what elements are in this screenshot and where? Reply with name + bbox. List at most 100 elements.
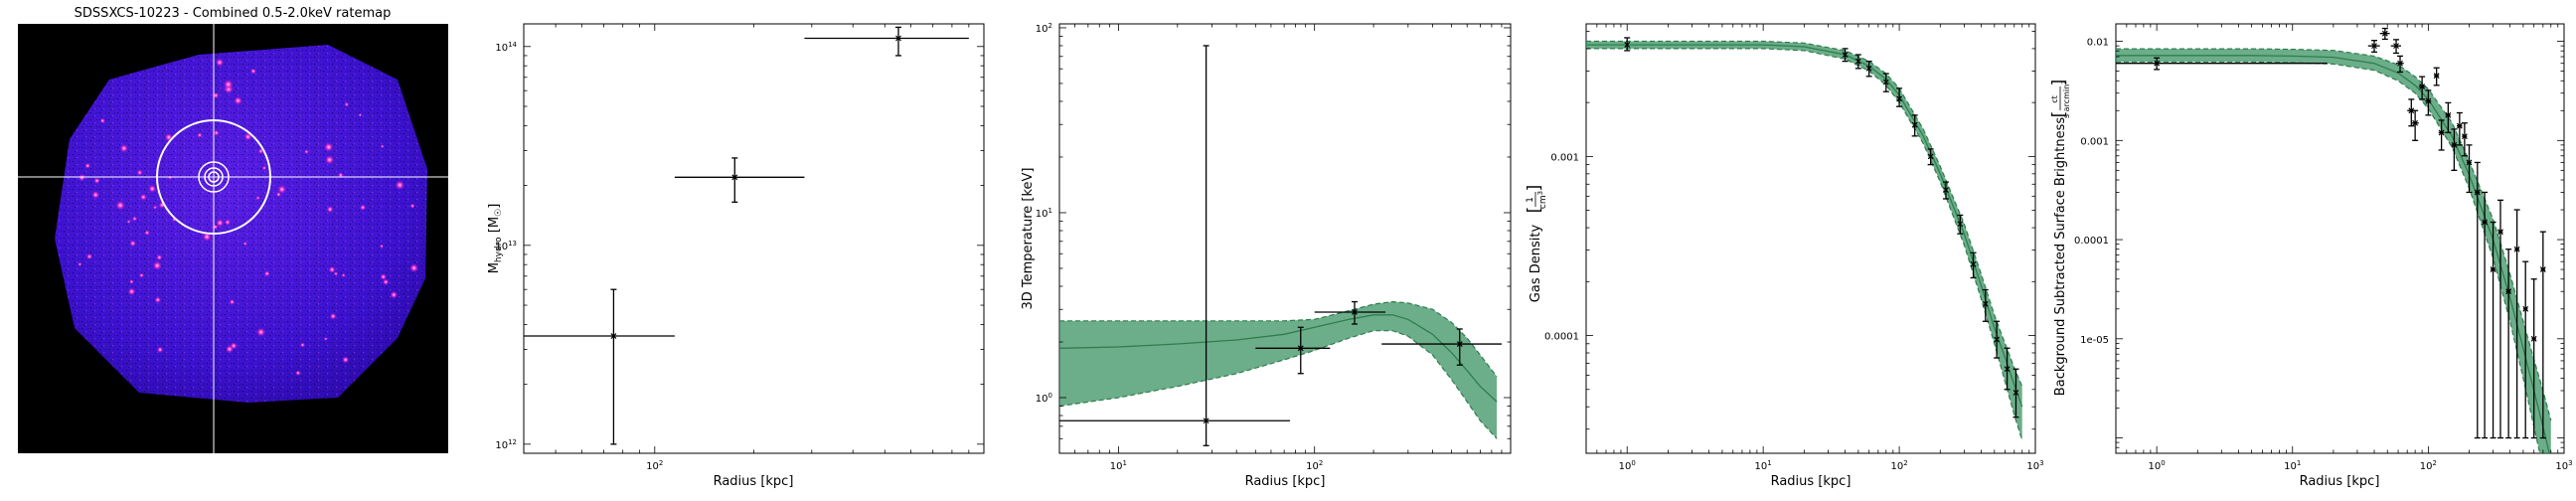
y-tick-label: 0.0001 bbox=[1544, 332, 1579, 343]
ratemap-source bbox=[263, 269, 271, 277]
x-tick-label: 103 bbox=[2555, 459, 2572, 472]
temperature-confidence-band bbox=[1059, 301, 1498, 439]
point-marker bbox=[1982, 300, 1989, 307]
data-point bbox=[2474, 161, 2481, 439]
svg-text:Background Subtracted Surface: Background Subtracted Surface Brightness bbox=[2053, 117, 2068, 397]
ratemap-title: SDSSXCS-10223 - Combined 0.5-2.0keV rate… bbox=[75, 6, 392, 21]
x-tick-label: 102 bbox=[646, 459, 663, 472]
data-point bbox=[1957, 214, 1964, 235]
x-tick-label: 101 bbox=[2284, 459, 2301, 472]
point-marker bbox=[1994, 336, 2001, 343]
data-point bbox=[2539, 231, 2546, 439]
ratemap-source bbox=[299, 342, 306, 348]
data-point bbox=[1314, 300, 1386, 325]
point-marker bbox=[1896, 95, 1902, 102]
svg-text:cm3: cm3 bbox=[1536, 191, 1548, 209]
data-point bbox=[2411, 109, 2419, 141]
data-point bbox=[2530, 278, 2537, 439]
ratemap-source bbox=[167, 175, 173, 180]
x-tick-label: 101 bbox=[1755, 459, 1772, 472]
point-marker bbox=[2474, 189, 2481, 196]
ratemap-image bbox=[55, 45, 427, 403]
data-point bbox=[2367, 40, 2380, 53]
data-point bbox=[2379, 27, 2390, 41]
ratemap-source bbox=[326, 205, 334, 214]
ratemap-source bbox=[129, 240, 137, 248]
density-x-label: Radius [kpc] bbox=[1771, 474, 1852, 489]
point-marker bbox=[2381, 30, 2388, 37]
data-point bbox=[2438, 119, 2445, 151]
ratemap-source bbox=[128, 278, 134, 284]
temperature-band-lower-edge bbox=[1059, 330, 1498, 439]
data-point bbox=[2433, 67, 2440, 86]
ratemap-source bbox=[213, 129, 221, 137]
ratemap-source bbox=[324, 154, 335, 165]
data-point bbox=[1896, 87, 1903, 107]
ratemap-source bbox=[380, 144, 385, 149]
ratemap-source bbox=[359, 204, 367, 212]
data-point bbox=[2445, 101, 2452, 134]
ratemap-source bbox=[136, 169, 144, 177]
ratemap-source bbox=[358, 112, 363, 117]
ratemap-source bbox=[127, 286, 136, 296]
data-point bbox=[674, 157, 805, 203]
y-tick-label: 1012 bbox=[495, 438, 517, 451]
temperature-errorbars bbox=[1059, 45, 1502, 446]
point-marker bbox=[2466, 159, 2473, 166]
temperature-axes-frame bbox=[1058, 23, 1512, 454]
svg-text:]: ] bbox=[2049, 80, 2069, 86]
density-band-lower-edge bbox=[1586, 48, 2023, 441]
ratemap-source bbox=[131, 216, 138, 222]
point-marker bbox=[2490, 266, 2496, 273]
point-marker bbox=[1854, 58, 1861, 65]
mass-y-label: Mhydro [M☉] bbox=[487, 204, 504, 274]
mass-axes-frame bbox=[523, 23, 985, 454]
y-tick-label: 0.001 bbox=[1550, 152, 1579, 163]
ratemap-source bbox=[119, 143, 129, 153]
temperature-panel: 101 102 100 101 102 Radius [kpc] 3D Temperat… bbox=[1021, 22, 1512, 489]
data-point bbox=[2505, 249, 2512, 439]
data-point bbox=[1854, 54, 1861, 70]
data-point bbox=[2522, 260, 2529, 439]
ratemap-source bbox=[242, 241, 248, 247]
ratemap-source bbox=[395, 179, 405, 191]
data-point bbox=[2513, 209, 2520, 439]
svg-text:]: ] bbox=[1525, 185, 1544, 192]
svg-text:[: [ bbox=[1525, 207, 1544, 214]
point-marker bbox=[1352, 309, 1358, 315]
data-point bbox=[524, 288, 675, 445]
y-tick-label: 0.001 bbox=[2080, 136, 2109, 147]
ratemap-source bbox=[276, 184, 287, 195]
ratemap-source bbox=[255, 327, 266, 338]
point-marker bbox=[2456, 122, 2463, 129]
point-marker bbox=[1927, 153, 1934, 160]
point-marker bbox=[1203, 418, 1209, 424]
data-point bbox=[804, 26, 969, 57]
sb-band-lower-edge bbox=[2116, 61, 2541, 453]
ratemap-source bbox=[155, 253, 163, 261]
data-point bbox=[1059, 45, 1291, 446]
y-tick-label: 1014 bbox=[495, 41, 517, 54]
point-marker bbox=[1456, 341, 1463, 347]
data-point bbox=[2004, 347, 2011, 391]
ratemap-source bbox=[294, 370, 301, 377]
mass-x-label: Radius [kpc] bbox=[714, 474, 794, 489]
ratemap-source bbox=[152, 260, 163, 271]
x-tick-label: 100 bbox=[2149, 459, 2166, 472]
inner-aperture-circle bbox=[204, 167, 224, 187]
point-marker bbox=[895, 35, 901, 42]
temperature-ticks: 101 102 100 101 102 bbox=[1036, 22, 1512, 472]
point-marker bbox=[2530, 335, 2537, 342]
point-marker bbox=[2412, 119, 2419, 126]
data-point bbox=[1982, 288, 1989, 322]
point-marker bbox=[1882, 79, 1889, 85]
ratemap-source bbox=[114, 200, 126, 211]
data-point bbox=[2425, 89, 2432, 116]
ratemap-source bbox=[379, 244, 385, 249]
point-marker bbox=[2425, 97, 2432, 104]
ratemap-source bbox=[78, 173, 86, 182]
ratemap-source bbox=[152, 205, 158, 210]
point-marker bbox=[1911, 121, 1918, 128]
ratemap-source bbox=[138, 272, 145, 278]
point-marker bbox=[1842, 52, 1849, 58]
